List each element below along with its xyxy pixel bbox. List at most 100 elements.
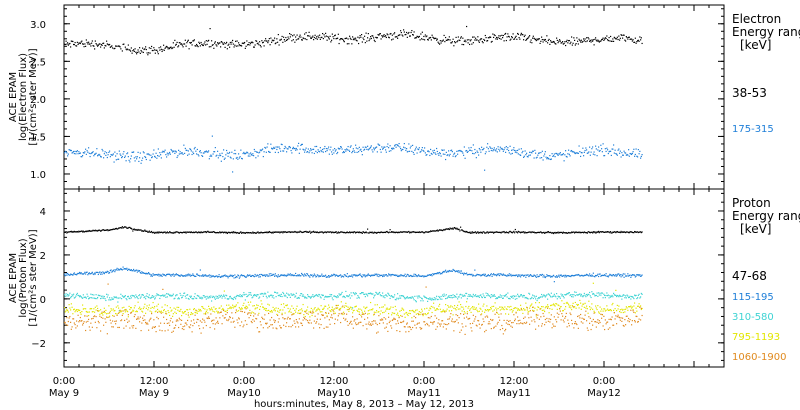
data-point	[352, 232, 354, 234]
data-point	[604, 38, 606, 40]
data-point	[548, 275, 550, 277]
data-point	[635, 275, 637, 277]
data-point	[551, 308, 553, 310]
data-point	[266, 146, 268, 148]
data-point	[533, 310, 535, 312]
data-point	[411, 296, 413, 298]
data-point	[157, 231, 159, 233]
data-point	[557, 275, 559, 278]
data-point	[241, 274, 243, 276]
data-point	[637, 305, 639, 307]
data-point	[574, 295, 576, 297]
data-point	[454, 269, 456, 272]
data-point	[151, 230, 153, 233]
data-point	[205, 275, 207, 277]
data-point	[334, 275, 336, 277]
data-point	[487, 274, 489, 277]
data-point	[175, 294, 177, 296]
data-point	[382, 306, 384, 308]
data-point	[111, 229, 113, 231]
data-point	[108, 305, 110, 307]
data-point	[171, 47, 173, 50]
data-point	[559, 231, 561, 234]
data-point	[326, 231, 328, 233]
data-point	[449, 270, 451, 272]
data-point	[227, 231, 229, 234]
data-point	[349, 306, 351, 308]
data-point	[144, 303, 146, 305]
data-point	[492, 150, 494, 152]
data-point	[281, 295, 283, 298]
data-point	[313, 36, 315, 39]
data-point	[403, 295, 405, 298]
data-point	[287, 36, 289, 38]
data-point	[106, 156, 108, 159]
data-point	[349, 232, 351, 234]
data-point	[87, 43, 89, 45]
data-point	[492, 294, 494, 296]
data-point	[277, 33, 279, 36]
data-point	[259, 149, 261, 151]
data-point	[562, 231, 564, 233]
data-point	[517, 33, 519, 35]
data-point	[220, 40, 222, 43]
data-point	[155, 273, 157, 276]
data-point	[565, 155, 567, 158]
data-point	[298, 152, 300, 154]
data-point	[589, 295, 591, 297]
data-point	[367, 295, 369, 297]
data-point	[142, 151, 144, 153]
data-point	[463, 40, 465, 42]
data-point	[415, 146, 417, 148]
data-point	[383, 146, 385, 148]
data-point	[316, 309, 318, 311]
data-point	[413, 311, 415, 313]
data-point	[367, 273, 369, 275]
data-point	[411, 150, 413, 153]
data-point	[481, 40, 483, 43]
data-point	[413, 299, 415, 301]
data-point	[270, 143, 272, 145]
data-point	[101, 311, 103, 313]
series-310-580	[64, 290, 643, 312]
data-point	[603, 39, 605, 41]
data-point	[83, 46, 85, 48]
data-point	[193, 40, 195, 42]
data-point	[84, 151, 86, 153]
data-point	[580, 302, 582, 304]
data-point	[589, 154, 591, 156]
data-point	[256, 307, 258, 309]
data-point	[300, 36, 302, 38]
data-point	[93, 230, 95, 232]
data-point	[121, 227, 123, 229]
data-point	[337, 295, 339, 297]
data-point	[440, 155, 442, 157]
data-point	[150, 231, 152, 233]
data-point	[389, 308, 391, 310]
data-point	[290, 34, 292, 36]
data-point	[263, 293, 265, 295]
data-point	[522, 296, 524, 298]
data-point	[391, 274, 393, 276]
data-point	[529, 154, 531, 156]
data-point	[257, 231, 259, 233]
data-point	[319, 311, 321, 313]
data-point	[236, 294, 238, 297]
data-point	[183, 43, 185, 45]
data-point	[267, 42, 269, 44]
data-point	[560, 154, 562, 156]
data-point	[76, 309, 78, 311]
data-point	[138, 160, 140, 163]
data-point	[340, 293, 342, 295]
data-point	[600, 144, 602, 146]
data-point	[249, 274, 251, 276]
data-point	[548, 293, 550, 296]
data-point	[186, 149, 188, 152]
data-point	[331, 232, 333, 234]
data-point	[66, 295, 68, 297]
data-point	[316, 38, 318, 40]
data-point	[117, 45, 119, 47]
data-point	[357, 274, 359, 276]
data-point	[616, 295, 618, 298]
data-point	[463, 274, 465, 276]
